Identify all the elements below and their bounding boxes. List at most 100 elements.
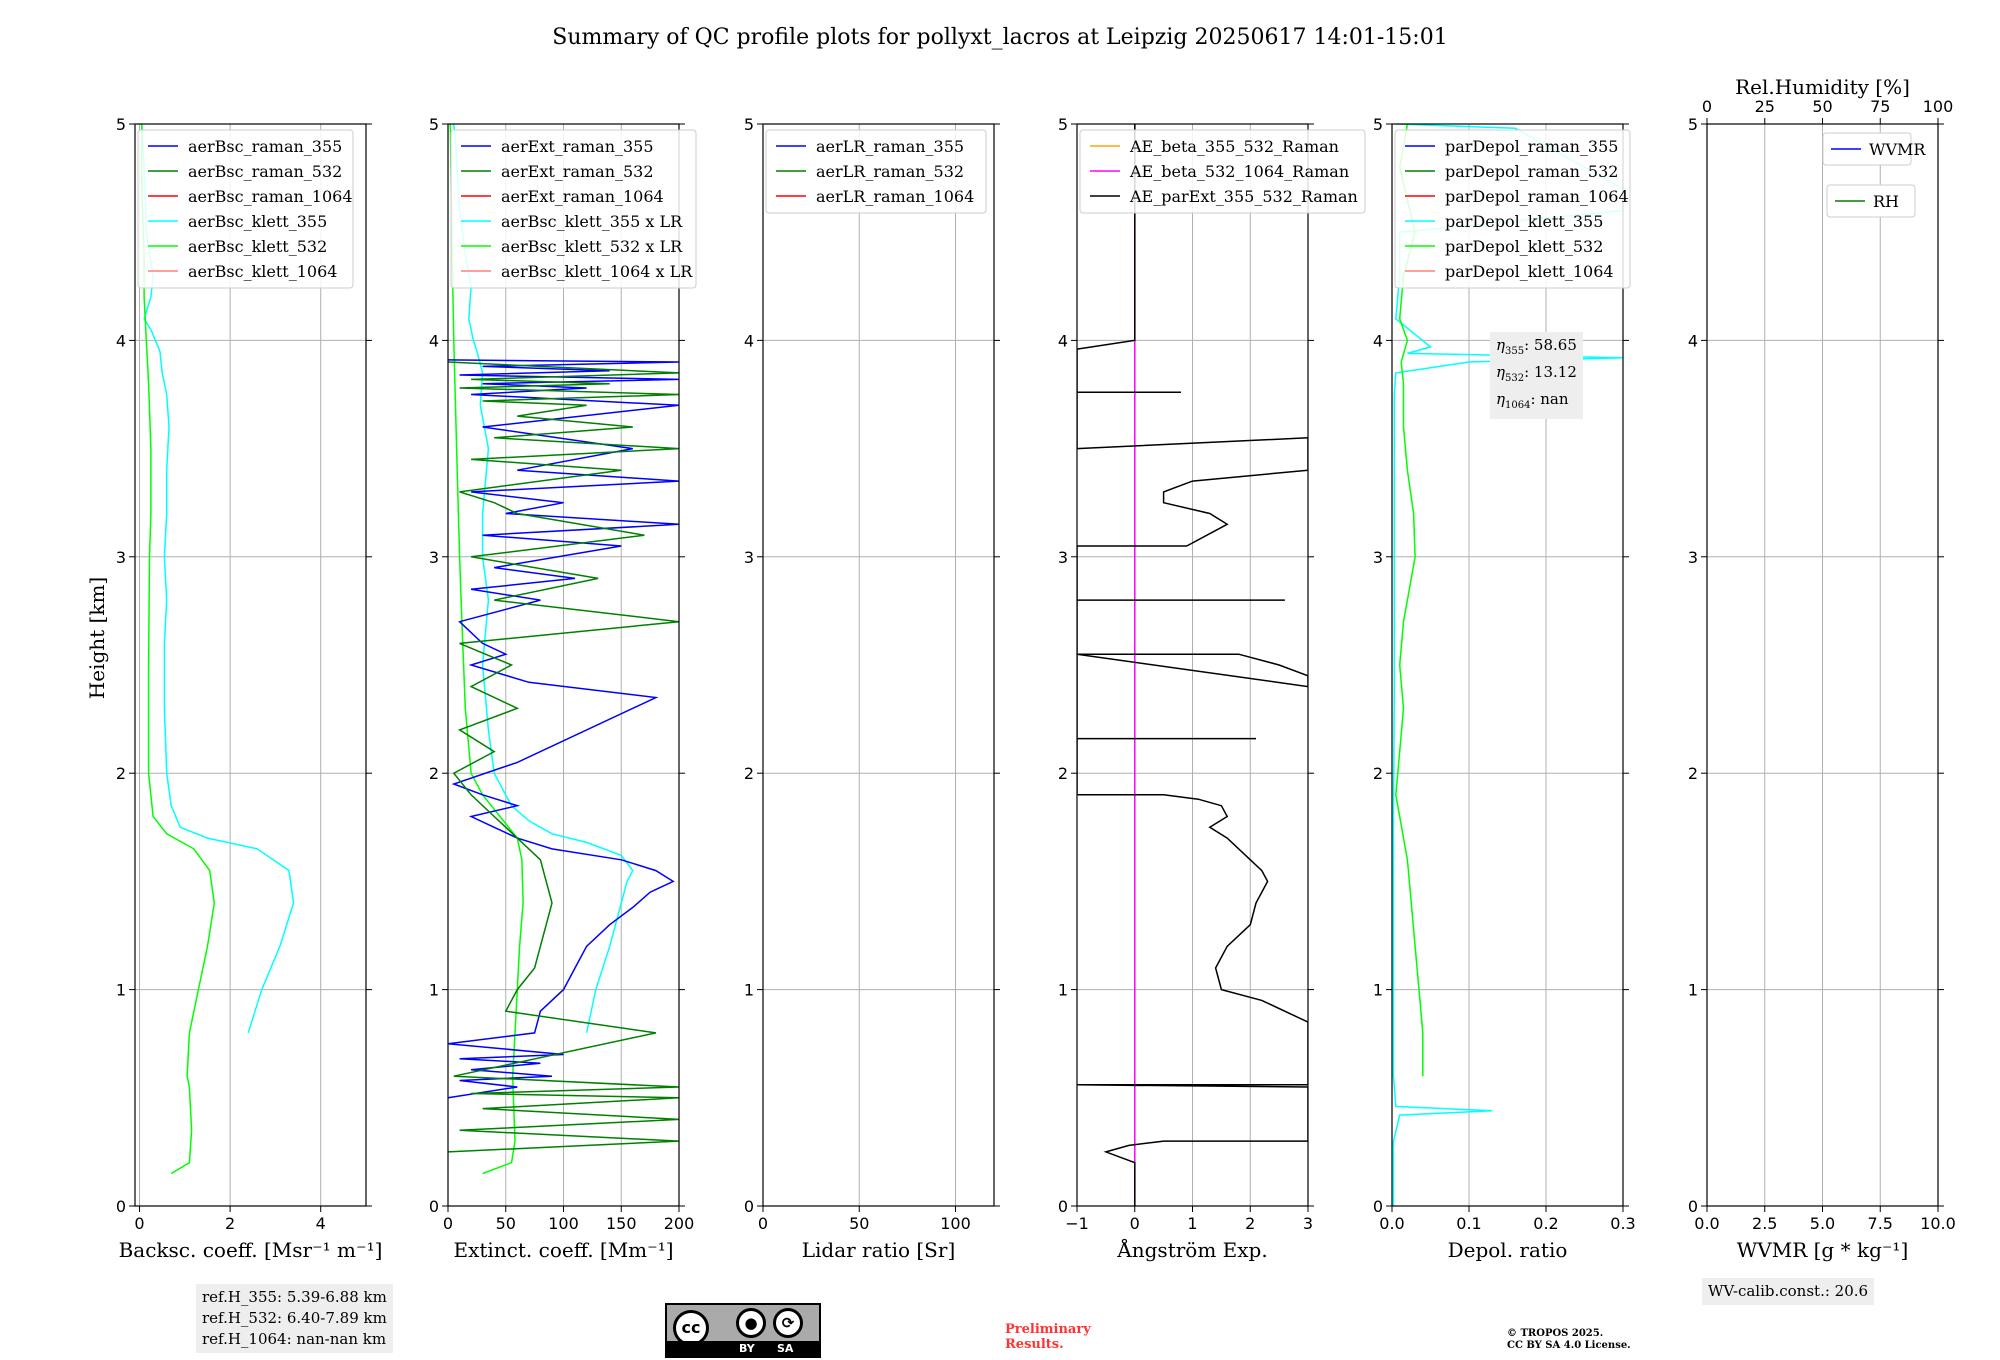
legend-entry: parDepol_raman_532 (1445, 162, 1618, 181)
x-tick-label: 1 (1187, 1214, 1197, 1233)
x-tick-label: 0.3 (1610, 1214, 1635, 1233)
copyright-note: © TROPOS 2025. CC BY SA 4.0 License. (1507, 1328, 1631, 1352)
legend-entry: aerBsc_klett_532 x LR (501, 237, 683, 256)
y-tick-label: 5 (1373, 115, 1383, 134)
share-alike-icon: ⟳ (773, 1308, 803, 1338)
x-tick-label: 10.0 (1920, 1214, 1956, 1233)
legend-entry: parDepol_klett_532 (1445, 237, 1603, 256)
y-tick-label: 1 (116, 981, 126, 1000)
legend: aerExt_raman_355 aerExt_raman_532 aerExt_r… (450, 129, 697, 289)
copyright-line-2: CC BY SA 4.0 License. (1507, 1340, 1631, 1351)
y-tick-label: 1 (429, 981, 439, 1000)
x-tick-label: 0 (134, 1214, 144, 1233)
y-tick-label: 5 (1688, 115, 1698, 134)
y-tick-label: 1 (1688, 981, 1698, 1000)
x-tick-label: 200 (664, 1214, 695, 1233)
x-axis-label: WVMR [g * kg⁻¹] (1737, 1238, 1909, 1262)
ref-height-1064: ref.H_1064: nan-nan km (202, 1330, 387, 1348)
legend-entry: RH (1873, 192, 1899, 211)
y-tick-label: 2 (744, 764, 754, 783)
preliminary-line-2: Results. (1005, 1337, 1064, 1352)
panel-2: 0 50 100 150 200 0 1 2 3 4 5 Extinct. coeff. [Mm⁻¹]… (429, 115, 697, 1262)
x-axis-label: Extinct. coeff. [Mm⁻¹] (453, 1238, 673, 1262)
wv-calibration-box: WV-calib.const.: 20.6 (1702, 1278, 1875, 1305)
plot-frame (1391, 123, 1624, 1207)
legend-frame (1079, 129, 1366, 214)
cc-by-sa-license-badge: cc ● ⟳ BY SA (665, 1303, 821, 1358)
x-tick-label: 0 (1130, 1214, 1140, 1233)
series-line-3 (448, 359, 679, 1099)
x-tick-label: 0.0 (1694, 1214, 1719, 1233)
figure-title: Summary of QC profile plots for pollyxt_… (552, 25, 1447, 50)
legend-frame (1822, 132, 1912, 166)
legend-entry: aerLR_raman_355 (816, 137, 964, 156)
y-tick-label: 3 (1058, 548, 1068, 567)
y-tick-label: 2 (1373, 764, 1383, 783)
legend-entry: aerBsc_klett_355 x LR (501, 212, 683, 231)
y-tick-label: 2 (116, 764, 126, 783)
series-line-1 (453, 124, 634, 1034)
y-tick-label: 3 (429, 548, 439, 567)
y-tick-label: 0 (1058, 1197, 1068, 1216)
ref-height-532: ref.H_532: 6.40-7.89 km (202, 1309, 387, 1327)
series-line-1 (141, 124, 295, 1034)
panel-1: 0 2 4 0 1 2 3 4 5 Backsc. coeff. [Msr⁻¹ m⁻¹] aerBs… (116, 115, 383, 1262)
y-tick-label: 4 (116, 331, 126, 350)
license-bar: BY SA (667, 1341, 819, 1356)
y-tick-label: 2 (1688, 764, 1698, 783)
x-tick-label: 7.5 (1868, 1214, 1893, 1233)
eta-532: η532: 13.12 (1496, 363, 1577, 384)
legend-entry: AE_beta_355_532_Raman (1129, 137, 1339, 156)
y-tick-label: 2 (429, 764, 439, 783)
x-tick-label: 0.2 (1533, 1214, 1558, 1233)
x-tick-label: 2.5 (1752, 1214, 1777, 1233)
legend: aerBsc_raman_355 aerBsc_raman_532 aerBsc_r… (137, 129, 354, 289)
y-tick-label: 1 (1373, 981, 1383, 1000)
y-tick-label: 5 (116, 115, 126, 134)
y-tick-label: 4 (1058, 331, 1068, 350)
legend-entry: aerBsc_raman_1064 (188, 187, 353, 206)
panel-5: 0.0 0.1 0.2 0.3 0 1 2 3 4 5 Depol. ratio parDepol_r… (1373, 115, 1636, 1262)
y-tick-label: 5 (1058, 115, 1068, 134)
x-axis-label: Backsc. coeff. [Msr⁻¹ m⁻¹] (119, 1238, 383, 1262)
eta-box: η355: 58.65 η532: 13.12 η1064: nan (1490, 332, 1583, 419)
legend-entry: aerLR_raman_532 (816, 162, 964, 181)
y-tick-label: 3 (116, 548, 126, 567)
legend-box-1: WVMR (1822, 132, 1926, 166)
y-tick-label: 3 (1688, 548, 1698, 567)
person-icon: ● (736, 1308, 766, 1338)
legend-entry: parDepol_raman_1064 (1445, 187, 1629, 206)
x-tick-label: 4 (316, 1214, 326, 1233)
eta-1064: η1064: nan (1496, 390, 1569, 411)
y-tick-label: 4 (1688, 331, 1698, 350)
panel-3: 0 50 100 0 1 2 3 4 5 Lidar ratio [Sr] aerLR_raman_… (744, 115, 1000, 1262)
legend-box-2: RH (1826, 184, 1916, 218)
license-by-label: BY (739, 1342, 755, 1355)
legend-frame (765, 129, 987, 214)
legend-entry: aerBsc_raman_355 (188, 137, 342, 156)
top-tick-label: 100 (1923, 97, 1954, 116)
legend-frame (1394, 129, 1631, 289)
x-tick-label: 100 (548, 1214, 579, 1233)
x-tick-label: 3 (1303, 1214, 1313, 1233)
series-line-2 (1395, 124, 1424, 1077)
panels: 0 2 4 0 1 2 3 4 5 Backsc. coeff. [Msr⁻¹ m⁻¹] aerBs… (116, 75, 1956, 1262)
series-line-4 (448, 361, 679, 1153)
y-tick-label: 4 (1373, 331, 1383, 350)
top-axis-label: Rel.Humidity [%] (1735, 75, 1910, 99)
legend-entry: aerBsc_klett_355 (188, 212, 327, 231)
legend-entry: aerBsc_klett_1064 x LR (501, 262, 693, 281)
legend-entry: aerBsc_klett_532 (188, 237, 327, 256)
copyright-line-1: © TROPOS 2025. (1507, 1328, 1604, 1339)
legend: aerLR_raman_355 aerLR_raman_532 aerLR_rama… (765, 129, 987, 214)
legend-entry: aerBsc_klett_1064 (188, 262, 337, 281)
x-tick-label: 0.1 (1456, 1214, 1481, 1233)
legend-entry: parDepol_klett_355 (1445, 212, 1603, 231)
top-tick-label: 75 (1870, 97, 1890, 116)
x-tick-label: 2 (1245, 1214, 1255, 1233)
legend-frame (1826, 184, 1916, 218)
series-line-2 (141, 124, 216, 1175)
x-tick-label: −1 (1065, 1214, 1089, 1233)
